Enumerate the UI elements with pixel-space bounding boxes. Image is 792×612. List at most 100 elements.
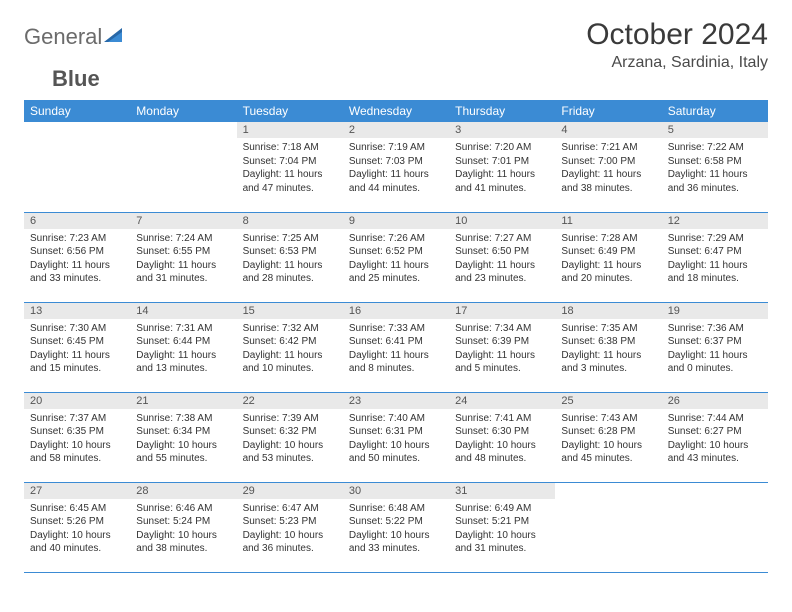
day-details: Sunrise: 6:45 AMSunset: 5:26 PMDaylight:… xyxy=(24,499,130,560)
day-number: 19 xyxy=(662,303,768,319)
logo: General xyxy=(24,18,128,50)
day-number: 3 xyxy=(449,122,555,138)
day-details: Sunrise: 7:38 AMSunset: 6:34 PMDaylight:… xyxy=(130,409,236,470)
day-cell: . xyxy=(555,482,661,572)
calendar-body: ..1Sunrise: 7:18 AMSunset: 7:04 PMDaylig… xyxy=(24,122,768,572)
title-block: October 2024 Arzana, Sardinia, Italy xyxy=(586,18,768,72)
day-details: Sunrise: 7:29 AMSunset: 6:47 PMDaylight:… xyxy=(662,229,768,290)
day-cell: . xyxy=(130,122,236,212)
day-cell: 18Sunrise: 7:35 AMSunset: 6:38 PMDayligh… xyxy=(555,302,661,392)
day-cell: 23Sunrise: 7:40 AMSunset: 6:31 PMDayligh… xyxy=(343,392,449,482)
day-details: Sunrise: 7:36 AMSunset: 6:37 PMDaylight:… xyxy=(662,319,768,380)
day-cell: . xyxy=(662,482,768,572)
day-number: 29 xyxy=(237,483,343,499)
day-number: 24 xyxy=(449,393,555,409)
week-row: 20Sunrise: 7:37 AMSunset: 6:35 PMDayligh… xyxy=(24,392,768,482)
dayhead-thu: Thursday xyxy=(449,100,555,122)
week-row: 27Sunrise: 6:45 AMSunset: 5:26 PMDayligh… xyxy=(24,482,768,572)
day-details: Sunrise: 7:26 AMSunset: 6:52 PMDaylight:… xyxy=(343,229,449,290)
day-details: Sunrise: 6:47 AMSunset: 5:23 PMDaylight:… xyxy=(237,499,343,560)
day-details: Sunrise: 7:32 AMSunset: 6:42 PMDaylight:… xyxy=(237,319,343,380)
day-cell: 2Sunrise: 7:19 AMSunset: 7:03 PMDaylight… xyxy=(343,122,449,212)
location: Arzana, Sardinia, Italy xyxy=(586,54,768,72)
day-cell: 7Sunrise: 7:24 AMSunset: 6:55 PMDaylight… xyxy=(130,212,236,302)
day-number: 26 xyxy=(662,393,768,409)
dayhead-sat: Saturday xyxy=(662,100,768,122)
day-number: 2 xyxy=(343,122,449,138)
week-row: 13Sunrise: 7:30 AMSunset: 6:45 PMDayligh… xyxy=(24,302,768,392)
day-cell: 19Sunrise: 7:36 AMSunset: 6:37 PMDayligh… xyxy=(662,302,768,392)
day-cell: 14Sunrise: 7:31 AMSunset: 6:44 PMDayligh… xyxy=(130,302,236,392)
day-cell: 25Sunrise: 7:43 AMSunset: 6:28 PMDayligh… xyxy=(555,392,661,482)
day-details: Sunrise: 7:22 AMSunset: 6:58 PMDaylight:… xyxy=(662,138,768,199)
day-cell: 3Sunrise: 7:20 AMSunset: 7:01 PMDaylight… xyxy=(449,122,555,212)
day-number: 22 xyxy=(237,393,343,409)
day-number: 25 xyxy=(555,393,661,409)
dayhead-tue: Tuesday xyxy=(237,100,343,122)
day-details: Sunrise: 7:30 AMSunset: 6:45 PMDaylight:… xyxy=(24,319,130,380)
day-cell: 17Sunrise: 7:34 AMSunset: 6:39 PMDayligh… xyxy=(449,302,555,392)
day-details: Sunrise: 7:37 AMSunset: 6:35 PMDaylight:… xyxy=(24,409,130,470)
day-cell: 12Sunrise: 7:29 AMSunset: 6:47 PMDayligh… xyxy=(662,212,768,302)
dayhead-fri: Friday xyxy=(555,100,661,122)
day-details: Sunrise: 7:19 AMSunset: 7:03 PMDaylight:… xyxy=(343,138,449,199)
day-details: Sunrise: 7:27 AMSunset: 6:50 PMDaylight:… xyxy=(449,229,555,290)
dayhead-sun: Sunday xyxy=(24,100,130,122)
day-cell: 20Sunrise: 7:37 AMSunset: 6:35 PMDayligh… xyxy=(24,392,130,482)
day-details: Sunrise: 7:25 AMSunset: 6:53 PMDaylight:… xyxy=(237,229,343,290)
logo-text-blue: Blue xyxy=(24,66,100,92)
day-number: 23 xyxy=(343,393,449,409)
day-details: Sunrise: 7:23 AMSunset: 6:56 PMDaylight:… xyxy=(24,229,130,290)
day-cell: 26Sunrise: 7:44 AMSunset: 6:27 PMDayligh… xyxy=(662,392,768,482)
week-row: 6Sunrise: 7:23 AMSunset: 6:56 PMDaylight… xyxy=(24,212,768,302)
day-cell: 9Sunrise: 7:26 AMSunset: 6:52 PMDaylight… xyxy=(343,212,449,302)
day-details: Sunrise: 7:41 AMSunset: 6:30 PMDaylight:… xyxy=(449,409,555,470)
day-cell: 1Sunrise: 7:18 AMSunset: 7:04 PMDaylight… xyxy=(237,122,343,212)
day-number: 7 xyxy=(130,213,236,229)
day-number: 27 xyxy=(24,483,130,499)
day-cell: 29Sunrise: 6:47 AMSunset: 5:23 PMDayligh… xyxy=(237,482,343,572)
day-cell: 5Sunrise: 7:22 AMSunset: 6:58 PMDaylight… xyxy=(662,122,768,212)
day-number: 15 xyxy=(237,303,343,319)
day-details: Sunrise: 7:18 AMSunset: 7:04 PMDaylight:… xyxy=(237,138,343,199)
day-details: Sunrise: 7:20 AMSunset: 7:01 PMDaylight:… xyxy=(449,138,555,199)
day-cell: 22Sunrise: 7:39 AMSunset: 6:32 PMDayligh… xyxy=(237,392,343,482)
day-number: 16 xyxy=(343,303,449,319)
day-details: Sunrise: 7:35 AMSunset: 6:38 PMDaylight:… xyxy=(555,319,661,380)
day-number: 21 xyxy=(130,393,236,409)
day-number: 31 xyxy=(449,483,555,499)
day-details: Sunrise: 7:44 AMSunset: 6:27 PMDaylight:… xyxy=(662,409,768,470)
day-details: Sunrise: 7:43 AMSunset: 6:28 PMDaylight:… xyxy=(555,409,661,470)
day-details: Sunrise: 7:39 AMSunset: 6:32 PMDaylight:… xyxy=(237,409,343,470)
day-details: Sunrise: 7:34 AMSunset: 6:39 PMDaylight:… xyxy=(449,319,555,380)
logo-text-general: General xyxy=(24,24,102,50)
week-row: ..1Sunrise: 7:18 AMSunset: 7:04 PMDaylig… xyxy=(24,122,768,212)
day-number: 4 xyxy=(555,122,661,138)
day-number: 20 xyxy=(24,393,130,409)
day-number: 10 xyxy=(449,213,555,229)
day-details: Sunrise: 6:46 AMSunset: 5:24 PMDaylight:… xyxy=(130,499,236,560)
day-number: 17 xyxy=(449,303,555,319)
day-cell: 31Sunrise: 6:49 AMSunset: 5:21 PMDayligh… xyxy=(449,482,555,572)
day-cell: 13Sunrise: 7:30 AMSunset: 6:45 PMDayligh… xyxy=(24,302,130,392)
day-cell: 28Sunrise: 6:46 AMSunset: 5:24 PMDayligh… xyxy=(130,482,236,572)
day-cell: 24Sunrise: 7:41 AMSunset: 6:30 PMDayligh… xyxy=(449,392,555,482)
day-cell: 27Sunrise: 6:45 AMSunset: 5:26 PMDayligh… xyxy=(24,482,130,572)
day-cell: 8Sunrise: 7:25 AMSunset: 6:53 PMDaylight… xyxy=(237,212,343,302)
day-details: Sunrise: 7:33 AMSunset: 6:41 PMDaylight:… xyxy=(343,319,449,380)
day-number: 11 xyxy=(555,213,661,229)
day-cell: 21Sunrise: 7:38 AMSunset: 6:34 PMDayligh… xyxy=(130,392,236,482)
day-details: Sunrise: 6:49 AMSunset: 5:21 PMDaylight:… xyxy=(449,499,555,560)
day-cell: 11Sunrise: 7:28 AMSunset: 6:49 PMDayligh… xyxy=(555,212,661,302)
day-details: Sunrise: 7:31 AMSunset: 6:44 PMDaylight:… xyxy=(130,319,236,380)
day-cell: 6Sunrise: 7:23 AMSunset: 6:56 PMDaylight… xyxy=(24,212,130,302)
dayhead-mon: Monday xyxy=(130,100,236,122)
day-number: 1 xyxy=(237,122,343,138)
day-cell: 10Sunrise: 7:27 AMSunset: 6:50 PMDayligh… xyxy=(449,212,555,302)
day-cell: 4Sunrise: 7:21 AMSunset: 7:00 PMDaylight… xyxy=(555,122,661,212)
logo-triangle-icon xyxy=(104,26,126,49)
day-cell: 15Sunrise: 7:32 AMSunset: 6:42 PMDayligh… xyxy=(237,302,343,392)
dayhead-wed: Wednesday xyxy=(343,100,449,122)
day-details: Sunrise: 6:48 AMSunset: 5:22 PMDaylight:… xyxy=(343,499,449,560)
day-number: 30 xyxy=(343,483,449,499)
